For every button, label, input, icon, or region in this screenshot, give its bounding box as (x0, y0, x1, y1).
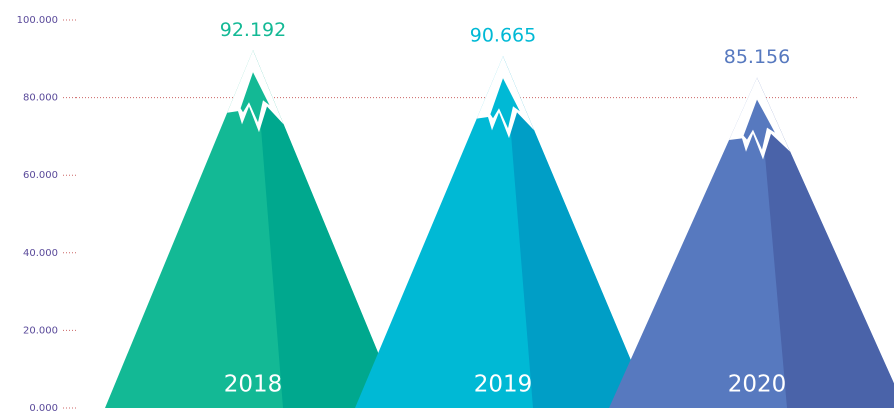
x-tick-label: 2018 (224, 372, 283, 398)
mountain-shade (503, 56, 651, 409)
snow-inner (240, 72, 270, 123)
mountain-shade (757, 77, 894, 408)
x-tick-label: 2019 (474, 372, 533, 398)
snow-inner (490, 78, 520, 129)
snow-inner (743, 99, 775, 150)
y-tick-label: 80.000 (23, 93, 58, 104)
x-tick-label: 2020 (728, 372, 787, 398)
mountain-shade (253, 50, 401, 408)
value-label: 85.156 (724, 46, 790, 68)
y-tick-label: 40.000 (23, 248, 58, 259)
y-tick-label: 60.000 (23, 170, 58, 181)
value-label: 90.665 (470, 25, 536, 47)
mountain (609, 77, 894, 408)
mountain (105, 50, 401, 408)
value-label: 92.192 (220, 19, 286, 41)
mountain (355, 56, 651, 409)
y-tick-label: 20.000 (23, 325, 58, 336)
y-tick-label: 100.000 (17, 15, 58, 26)
y-tick-label: 0.000 (29, 403, 58, 414)
